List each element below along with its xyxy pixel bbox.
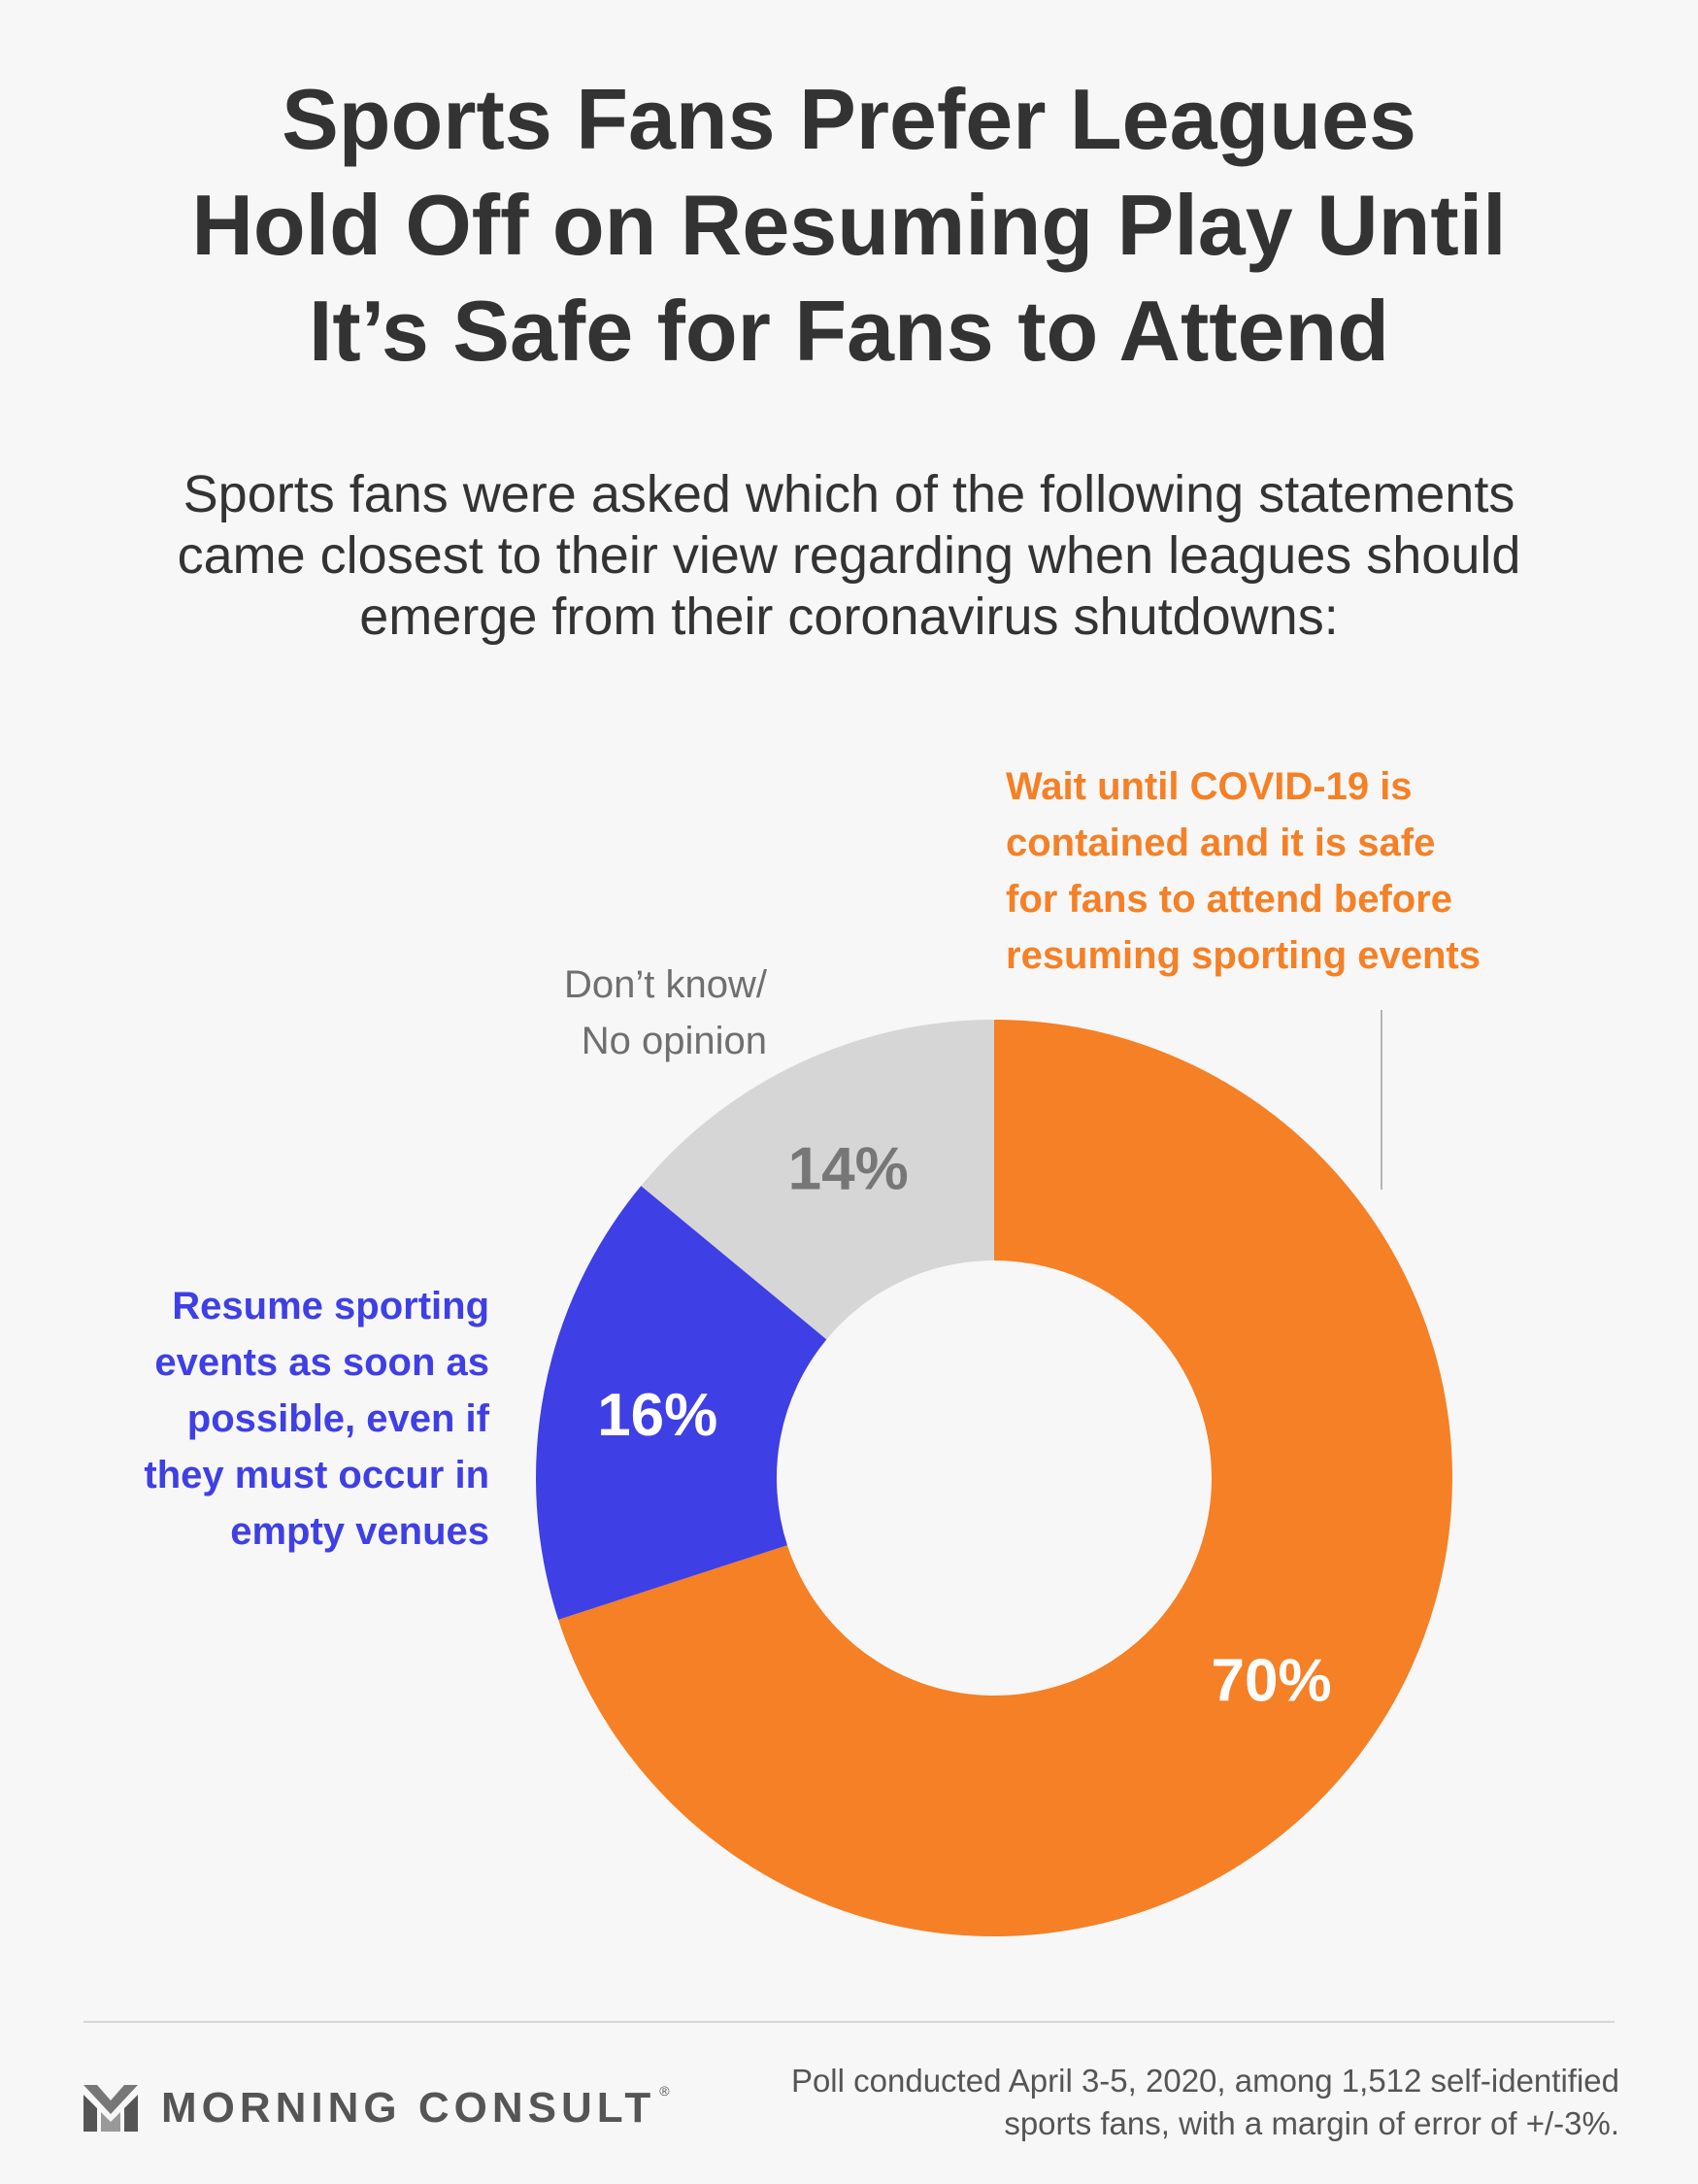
- chart-title-line: Hold Off on Resuming Play Until: [191, 177, 1507, 273]
- donut-slice-resume: [535, 1186, 827, 1620]
- category-label-wait: Wait until COVID-19 is contained and it …: [1006, 758, 1481, 984]
- category-label-line: resuming sporting events: [1006, 934, 1481, 977]
- chart-title-line: It’s Safe for Fans to Attend: [308, 283, 1390, 379]
- slice-value-wait: 70%: [1212, 1647, 1332, 1714]
- chart-title-line: Sports Fans Prefer Leagues: [282, 71, 1416, 167]
- category-label-line: for fans to attend before: [1006, 878, 1453, 921]
- category-label-resume: Resume sporting events as soon as possib…: [58, 1278, 489, 1560]
- category-label-line: Don’t know/: [564, 963, 767, 1006]
- chart-subtitle: Sports fans were asked which of the foll…: [39, 464, 1659, 648]
- donut-slice-wait: [558, 1020, 1452, 1936]
- category-label-line: No opinion: [581, 1020, 767, 1062]
- methodology-note: Poll conducted April 3-5, 2020, among 1,…: [791, 2060, 1619, 2145]
- chart-title: Sports Fans Prefer Leagues Hold Off on R…: [97, 66, 1601, 384]
- footer-divider: [83, 2021, 1615, 2023]
- morning-consult-m-icon: [83, 2085, 138, 2132]
- methodology-note-line: Poll conducted April 3-5, 2020, among 1,…: [790, 2063, 1619, 2099]
- chart-subtitle-line: emerge from their coronavirus shutdowns:: [359, 588, 1339, 646]
- category-label-line: they must occur in: [144, 1454, 489, 1496]
- morning-consult-logo: MORNING CONSULT ®: [83, 2079, 670, 2137]
- category-label-line: possible, even if: [186, 1397, 489, 1440]
- methodology-note-line: sports fans, with a margin of error of +…: [1004, 2105, 1619, 2141]
- category-label-line: Resume sporting: [172, 1285, 489, 1327]
- category-label-dontknow: Don’t know/ No opinion: [466, 957, 767, 1069]
- registered-mark: ®: [659, 2083, 670, 2099]
- chart-subtitle-line: came closest to their view regarding whe…: [177, 526, 1521, 585]
- chart-subtitle-line: Sports fans were asked which of the foll…: [183, 465, 1515, 523]
- category-label-line: events as soon as: [154, 1341, 489, 1384]
- slice-value-dontknow: 14%: [788, 1136, 909, 1203]
- slice-value-resume: 16%: [597, 1382, 717, 1449]
- category-label-line: empty venues: [230, 1510, 489, 1553]
- category-label-line: contained and it is safe: [1006, 822, 1436, 864]
- category-label-line: Wait until COVID-19 is: [1006, 765, 1413, 808]
- donut-slice-dontknow: [641, 1020, 994, 1340]
- brand-name: MORNING CONSULT: [161, 2084, 656, 2132]
